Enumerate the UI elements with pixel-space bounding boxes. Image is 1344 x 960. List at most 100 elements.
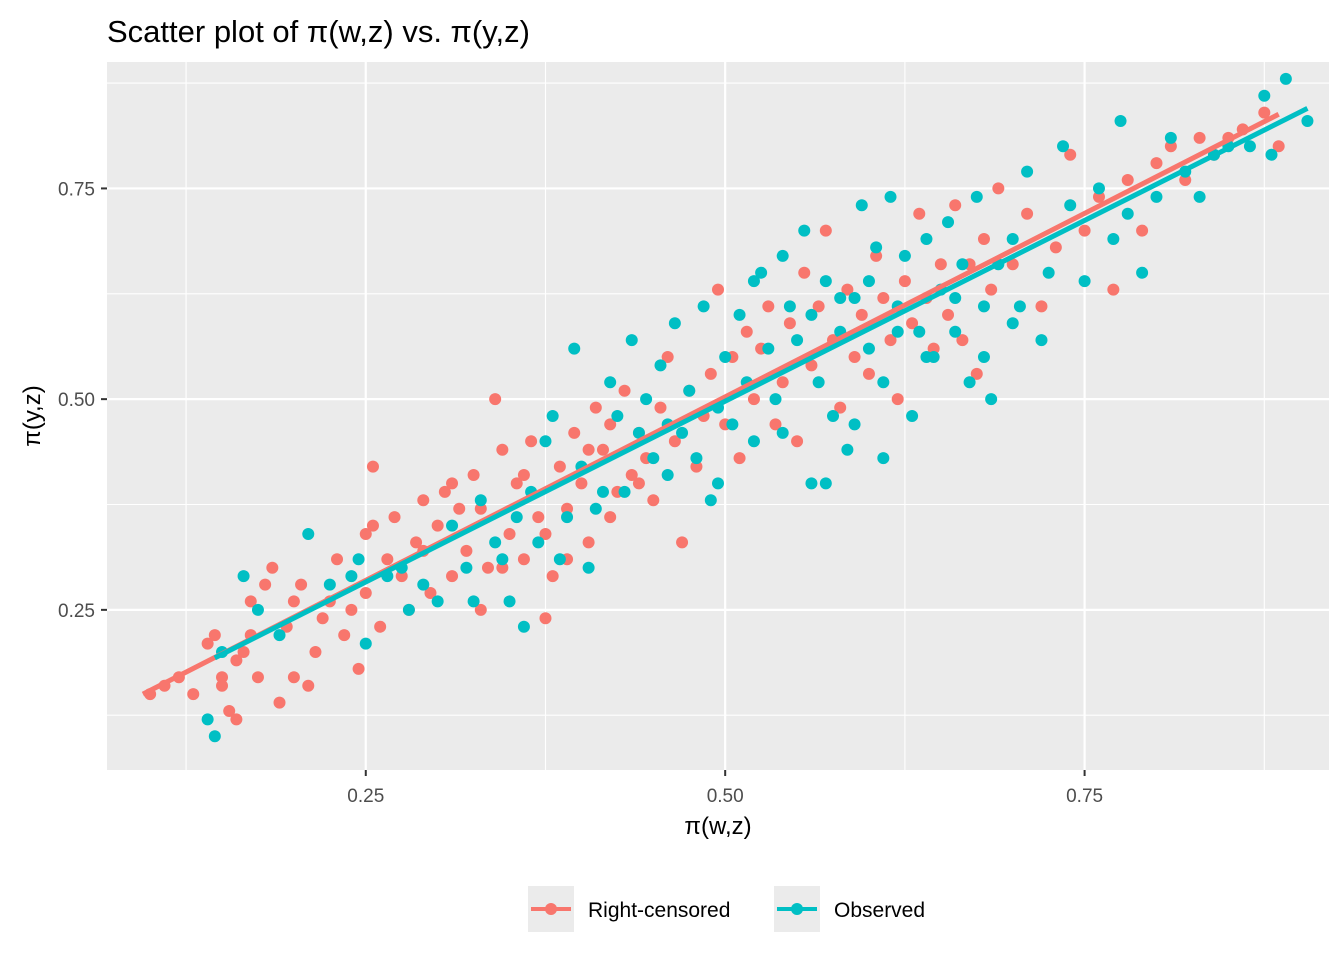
scatter-point	[496, 561, 509, 574]
scatter-point	[827, 410, 840, 422]
scatter-point	[575, 477, 588, 490]
scatter-point	[596, 443, 609, 456]
scatter-point	[489, 393, 502, 406]
scatter-point	[352, 662, 365, 675]
scatter-point	[819, 224, 832, 237]
scatter-point	[862, 342, 875, 355]
scatter-point	[1136, 266, 1149, 279]
scatter-point	[625, 334, 638, 347]
scatter-point	[913, 207, 926, 220]
scatter-point	[402, 603, 415, 616]
scatter-point	[568, 342, 581, 355]
scatter-point	[747, 393, 760, 406]
scatter-point	[1107, 233, 1120, 245]
scatter-point	[934, 258, 947, 271]
scatter-point	[927, 342, 940, 355]
scatter-point	[855, 199, 868, 212]
scatter-point	[755, 266, 768, 279]
scatter-point	[561, 502, 574, 515]
scatter-point	[805, 477, 818, 490]
scatter-point	[187, 688, 200, 701]
scatter-point	[625, 469, 638, 481]
scatter-point	[791, 435, 804, 448]
scatter-point	[712, 283, 724, 296]
scatter-point	[647, 452, 660, 465]
scatter-point	[970, 190, 983, 203]
scatter-point	[366, 519, 379, 532]
scatter-point	[503, 528, 516, 540]
scatter-point	[1164, 131, 1177, 144]
scatter-point	[862, 367, 875, 380]
scatter-point	[510, 511, 523, 524]
scatter-point	[546, 410, 559, 422]
y-axis: 0.25 0.50 0.75	[58, 179, 107, 622]
scatter-point	[604, 418, 617, 431]
scatter-point	[913, 325, 926, 338]
scatter-point	[848, 351, 861, 363]
scatter-point	[395, 570, 408, 583]
scatter-point	[676, 536, 689, 549]
scatter-point	[604, 511, 617, 524]
scatter-point	[848, 418, 861, 431]
y-tick-label: 0.25	[58, 601, 95, 622]
x-tick-label: 0.75	[1066, 786, 1103, 807]
scatter-point	[1092, 190, 1105, 203]
scatter-point	[819, 477, 832, 490]
scatter-point	[525, 435, 538, 448]
scatter-point	[1136, 224, 1149, 237]
scatter-point	[791, 334, 804, 347]
scatter-point	[992, 182, 1005, 195]
scatter-point	[410, 536, 423, 549]
scatter-point	[712, 477, 724, 490]
scatter-point	[446, 570, 459, 583]
scatter-point	[654, 401, 667, 414]
scatter-point	[1006, 317, 1019, 330]
scatter-point	[697, 300, 710, 313]
scatter-point	[834, 292, 847, 304]
scatter-point	[1049, 241, 1062, 254]
scatter-point	[776, 376, 789, 389]
scatter-point	[1006, 233, 1019, 245]
scatter-point	[618, 384, 631, 397]
scatter-point	[1150, 157, 1163, 170]
scatter-point	[596, 485, 609, 498]
scatter-point	[604, 376, 617, 389]
scatter-point	[942, 216, 955, 229]
x-tick-label: 0.50	[707, 786, 744, 807]
scatter-point	[273, 629, 286, 642]
scatter-point	[582, 536, 595, 549]
scatter-point	[302, 679, 315, 692]
scatter-point	[798, 224, 811, 237]
scatter-point	[251, 603, 264, 616]
scatter-point	[977, 300, 990, 313]
scatter-point	[201, 637, 214, 650]
scatter-point	[366, 460, 379, 473]
scatter-point	[733, 452, 746, 465]
scatter-point	[906, 317, 919, 330]
scatter-point	[683, 384, 696, 397]
scatter-point	[640, 393, 653, 406]
scatter-point	[798, 266, 811, 279]
scatter-point	[611, 410, 624, 422]
scatter-point	[661, 351, 674, 363]
scatter-point	[316, 612, 329, 625]
scatter-point	[331, 553, 344, 566]
scatter-point	[1193, 131, 1206, 144]
scatter-point	[834, 401, 847, 414]
scatter-point	[431, 519, 444, 532]
scatter-point	[582, 443, 595, 456]
scatter-point	[273, 696, 286, 709]
scatter-point	[1078, 275, 1091, 288]
scatter-point	[848, 292, 861, 304]
scatter-point	[553, 553, 566, 566]
scatter-point	[417, 578, 430, 591]
legend-label: Observed	[834, 899, 925, 922]
scatter-point	[345, 603, 358, 616]
scatter-point	[877, 452, 890, 465]
scatter-point	[201, 713, 214, 726]
scatter-point	[352, 553, 365, 566]
scatter-point	[862, 275, 875, 288]
scatter-point	[891, 325, 904, 338]
scatter-point	[467, 469, 480, 481]
